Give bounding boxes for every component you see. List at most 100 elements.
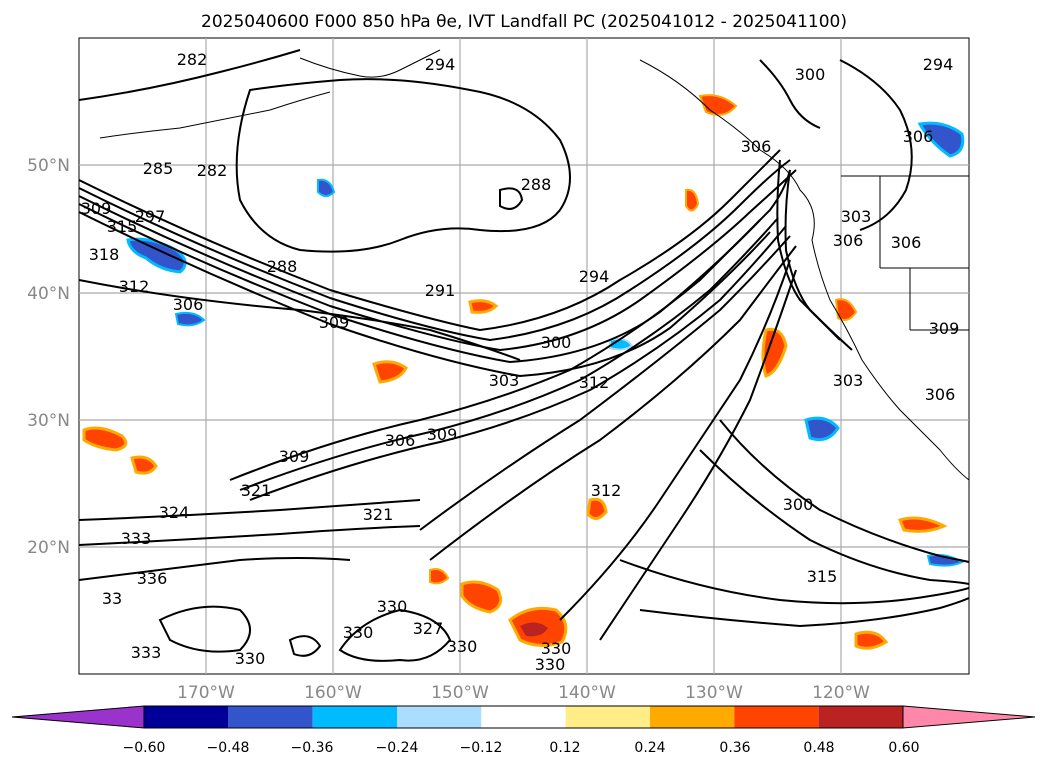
lat-label-50n: 50°N: [27, 156, 70, 176]
contour-label: 315: [807, 567, 838, 586]
contour-label: 312: [119, 277, 150, 296]
lat-label-30n: 30°N: [27, 411, 70, 431]
colorbar-tick-labels: −0.60 −0.48 −0.36 −0.24 −0.12 0.12 0.24 …: [123, 740, 920, 756]
contour-label: 288: [267, 257, 298, 276]
contour-label: 333: [131, 643, 162, 662]
colorbar-segment: [650, 706, 735, 728]
colorbar-segment: [565, 706, 650, 728]
patch-positive: [685, 188, 700, 212]
colorbar-segment: [312, 706, 397, 728]
patch-positive: [429, 568, 450, 585]
contour-label: 336: [137, 569, 168, 588]
colorbar-tick-label: −0.60: [123, 740, 166, 756]
contour-line: [79, 525, 421, 546]
contour-line: [79, 499, 421, 521]
coastlines: [99, 49, 969, 481]
pc-filled-patches: [82, 94, 965, 650]
contour-label: 309: [319, 313, 350, 332]
colorbar-tick-label: −0.48: [207, 740, 250, 756]
colorbar-tick-label: 0.60: [888, 740, 919, 756]
contour-label: 294: [579, 267, 610, 286]
contour-line: [288, 635, 322, 657]
patch-positive: [130, 455, 158, 475]
lon-label-170w: 170°W: [177, 683, 235, 703]
longitude-labels: 170°W 160°W 150°W 140°W 130°W 120°W: [177, 683, 870, 703]
contour-label: 309: [81, 199, 112, 218]
patch-negative: [317, 178, 336, 197]
colorbar-segment: [481, 706, 566, 728]
contour-line: [229, 169, 791, 481]
patch-positive: [82, 426, 128, 452]
aleutian-islands: [99, 91, 331, 139]
contour-label: 321: [363, 505, 394, 524]
colorbar-tick-label: 0.12: [549, 740, 580, 756]
patch-negative: [917, 121, 965, 158]
contour-label: 303: [489, 371, 520, 390]
contour-label: 303: [841, 207, 872, 226]
patch-positive: [761, 327, 788, 378]
contour-label: 306: [385, 431, 416, 450]
contour-label: 333: [121, 529, 152, 548]
patch-negative: [804, 416, 840, 442]
contour-label: 285: [143, 159, 174, 178]
contour-line: [79, 49, 301, 101]
contour-line: [79, 211, 771, 378]
contour-line: [639, 597, 969, 628]
colorbar-segment: [144, 706, 229, 728]
patch-positive: [468, 299, 499, 314]
lat-label-20n: 20°N: [27, 538, 70, 558]
colorbar-tick-label: −0.24: [376, 740, 419, 756]
patch-positive: [372, 360, 408, 384]
contour-label: 327: [413, 619, 444, 638]
colorbar-tick-label: 0.48: [803, 740, 834, 756]
colorbar-extend-high: [902, 705, 1036, 729]
map-panel: 282 294 306 300 285 282 288 297 309 315 …: [27, 37, 970, 703]
contour-line: [759, 59, 821, 129]
contour-label: 33: [102, 589, 122, 608]
colorbar-frame: [143, 705, 904, 729]
contour-label: 306: [891, 233, 922, 252]
contour-label: 294: [923, 55, 954, 74]
contour-line: [158, 605, 251, 653]
contour-label: 294: [425, 55, 456, 74]
colorbar-tick-label: 0.36: [719, 740, 750, 756]
contour-label: 300: [541, 333, 572, 352]
latitude-labels: 50°N 40°N 30°N 20°N: [27, 156, 70, 558]
contour-label: 306: [741, 137, 772, 156]
contour-line: [719, 419, 969, 563]
contour-label: 330: [541, 639, 572, 658]
contour-label: 330: [535, 655, 566, 674]
state-borders: [841, 175, 969, 331]
contour-label: 321: [241, 481, 272, 500]
alaska-coastline: [299, 49, 441, 78]
colorbar-segment: [818, 706, 903, 728]
contour-label: 291: [425, 281, 456, 300]
contour-line: [419, 235, 791, 531]
lon-label-150w: 150°W: [431, 683, 489, 703]
contour-label: 306: [833, 231, 864, 250]
contour-label: 303: [833, 371, 864, 390]
lon-label-130w: 130°W: [685, 683, 743, 703]
contour-label: 282: [177, 50, 208, 69]
contour-line: [429, 245, 797, 561]
colorbar-segments: [11, 705, 1036, 729]
contour-label: 306: [903, 127, 934, 146]
colorbar: −0.60 −0.48 −0.36 −0.24 −0.12 0.12 0.24 …: [11, 705, 1036, 756]
contour-label: 306: [925, 385, 956, 404]
contour-line: [79, 169, 797, 352]
colorbar-tick-label: −0.36: [291, 740, 334, 756]
contour-line: [79, 149, 781, 332]
contour-line: [839, 59, 913, 231]
contour-line: [235, 78, 571, 253]
lat-label-40n: 40°N: [27, 284, 70, 304]
contour-label: 312: [591, 481, 622, 500]
graticule: [79, 38, 969, 674]
patch-positive: [460, 580, 503, 614]
contour-line: [499, 187, 524, 210]
contour-label: 300: [783, 495, 814, 514]
contour-label: 300: [795, 65, 826, 84]
contour-label: 309: [929, 319, 960, 338]
contour-label: 288: [521, 175, 552, 194]
contour-line: [79, 557, 351, 581]
